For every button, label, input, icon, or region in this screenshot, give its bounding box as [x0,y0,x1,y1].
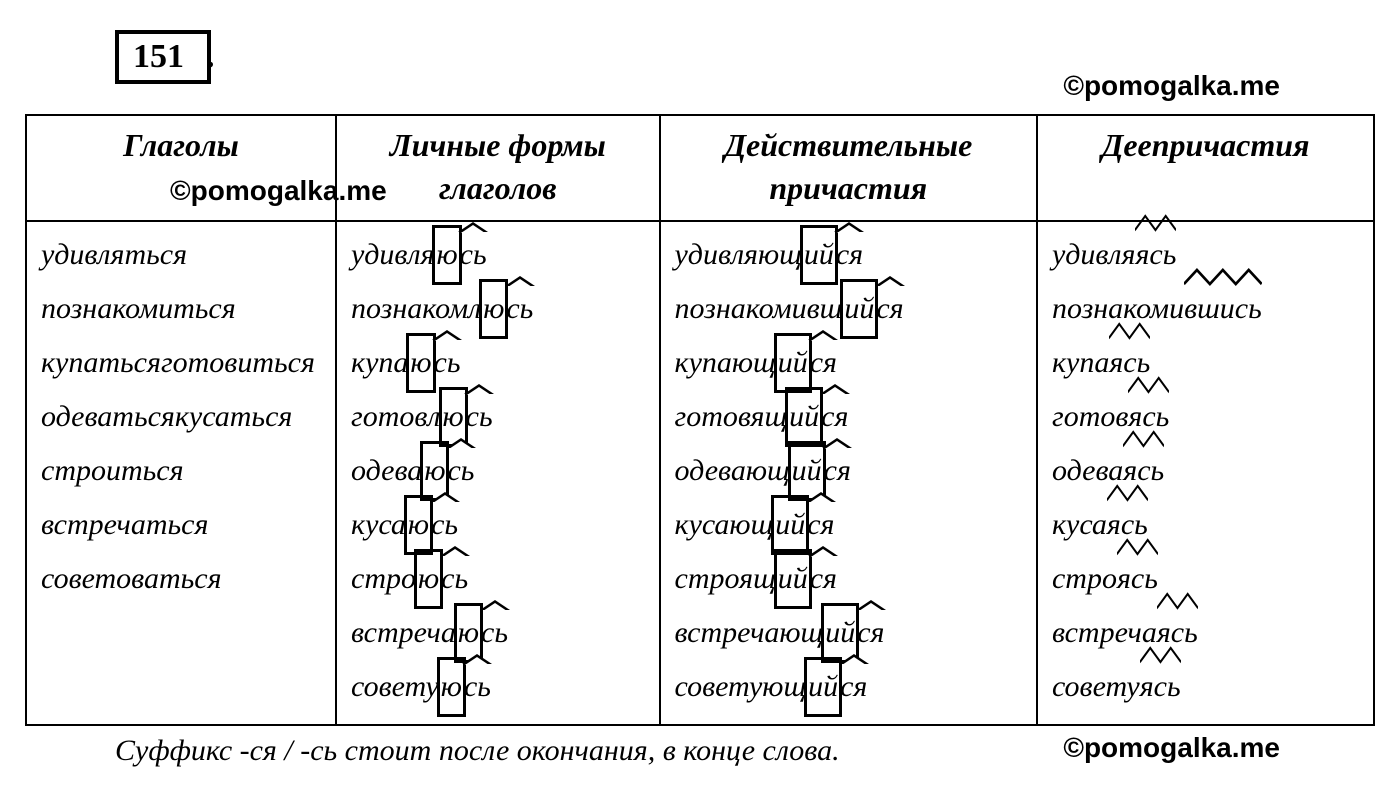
personal-word: советуюсь [351,660,653,714]
watermark-top-right: ©pomogalka.me [1063,70,1280,102]
header-text: причастия [769,170,927,206]
infinitive-word: готовиться [161,336,315,390]
cell-participle: удивляющийсяпознакомившийсякупающийсягот… [660,221,1037,725]
gerund-word: купаясь [1052,336,1367,390]
infinitive-word: строиться [41,444,184,498]
watermark-bottom-right: ©pomogalka.me [1063,732,1280,764]
personal-word: купаюсь [351,336,653,390]
cell-infinitive: удивлятьсяпознакомитьсякупатьсяготовитьс… [26,221,336,725]
participle-word: кусающийся [675,498,1030,552]
personal-word: готовлюсь [351,390,653,444]
cell-personal: удивляюсьпознакомлюськупаюсьготовлюсьоде… [336,221,660,725]
gerund-word: познакомившись [1052,282,1367,336]
participle-word: советующийся [675,660,1030,714]
participle-word: познакомившийся [675,282,1030,336]
personal-word: строюсь [351,552,653,606]
table-row: удивлятьсяпознакомитьсякупатьсяготовитьс… [26,221,1374,725]
infinitive-word: кусаться [175,390,292,444]
infinitive-word: познакомиться [41,282,236,336]
header-gerund: Деепричастия [1037,115,1374,221]
participle-word: встречающийся [675,606,1030,660]
watermark-header: ©pomogalka.me [170,175,387,207]
header-text: Действительные [724,127,972,163]
cell-gerund: удивляясьпознакомившиськупаясьготовясьод… [1037,221,1374,725]
participle-word: купающийся [675,336,1030,390]
header-text: глаголов [439,170,557,206]
exercise-number: 151 [115,30,211,84]
participle-word: строящийся [675,552,1030,606]
infinitive-word: удивляться [41,228,187,282]
gerund-word: строясь [1052,552,1367,606]
gerund-word: встречаясь [1052,606,1367,660]
infinitive-word: купаться [41,336,161,390]
participle-word: удивляющийся [675,228,1030,282]
gerund-word: советуясь [1052,660,1367,714]
infinitive-word: встречаться [41,498,208,552]
personal-word: познакомлюсь [351,282,653,336]
participle-word: одевающийся [675,444,1030,498]
infinitive-word: одеваться [41,390,175,444]
header-participle: Действительные причастия [660,115,1037,221]
personal-word: встречаюсь [351,606,653,660]
header-text: Личные формы [390,127,606,163]
infinitive-word: советоваться [41,552,222,606]
gerund-word: одеваясь [1052,444,1367,498]
personal-word: кусаюсь [351,498,653,552]
gerund-word: кусаясь [1052,498,1367,552]
personal-word: одеваюсь [351,444,653,498]
gerund-word: готовясь [1052,390,1367,444]
participle-word: готовящийся [675,390,1030,444]
personal-word: удивляюсь [351,228,653,282]
